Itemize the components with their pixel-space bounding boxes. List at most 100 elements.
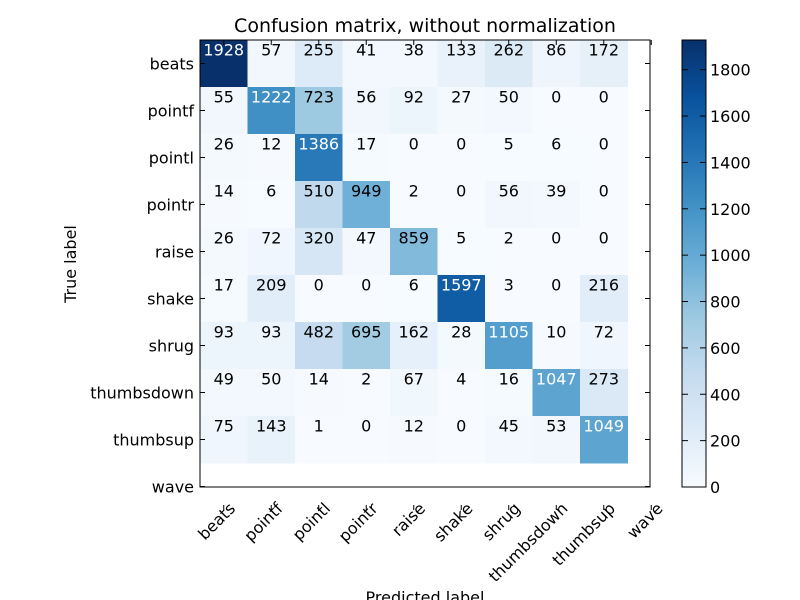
- heatmap-cell: [580, 369, 628, 417]
- cell-value-label: 57: [261, 41, 281, 60]
- cell-value-label: 39: [546, 182, 566, 201]
- cell-value-label: 320: [303, 229, 334, 248]
- y-tick-label: thumbsup: [113, 431, 194, 450]
- cell-value-label: 1047: [536, 370, 577, 389]
- colorbar-tick-label: 0: [710, 478, 720, 497]
- x-tick-label: pointr: [335, 499, 382, 546]
- y-tick-label: raise: [155, 243, 194, 262]
- cell-value-label: 2: [409, 182, 419, 201]
- colorbar-tick-label: 1800: [710, 61, 751, 80]
- cell-value-label: 75: [214, 417, 234, 436]
- cell-value-label: 6: [409, 276, 419, 295]
- heatmap-cell: [532, 416, 581, 464]
- cell-value-label: 1222: [251, 88, 292, 107]
- cell-value-label: 0: [361, 276, 371, 295]
- cell-value-label: 92: [404, 88, 424, 107]
- cell-value-label: 72: [594, 323, 614, 342]
- cell-value-label: 4: [456, 370, 466, 389]
- cell-value-label: 26: [214, 135, 234, 154]
- y-tick-label: thumbsdown: [90, 384, 194, 403]
- heatmap-cell: [247, 40, 296, 88]
- cell-value-label: 50: [499, 88, 519, 107]
- cell-value-label: 0: [599, 229, 609, 248]
- heatmap-cell: [295, 322, 343, 370]
- cell-value-label: 482: [303, 323, 334, 342]
- cell-value-label: 0: [551, 88, 561, 107]
- heatmap-cell: [247, 275, 296, 323]
- heatmap-cell: [580, 322, 628, 370]
- cell-value-label: 0: [551, 229, 561, 248]
- heatmap-cell: [342, 369, 391, 417]
- heatmap-cell: [485, 228, 533, 276]
- heatmap-cell: [485, 87, 533, 135]
- plot-frame: [199, 39, 651, 488]
- cell-value-label: 10: [546, 323, 566, 342]
- heatmap-cell: [342, 181, 391, 229]
- heatmap-cell: [295, 416, 343, 464]
- cell-value-label: 162: [398, 323, 429, 342]
- x-tick-label: wave: [623, 499, 666, 542]
- cell-value-label: 0: [599, 135, 609, 154]
- heatmap-cell: [200, 40, 248, 88]
- heatmap-cell: [485, 416, 533, 464]
- cell-value-label: 273: [588, 370, 619, 389]
- colorbar-tick-label: 600: [710, 339, 741, 358]
- cell-value-label: 1597: [441, 276, 482, 295]
- cell-value-label: 12: [404, 417, 424, 436]
- heatmap-cell: [200, 275, 248, 323]
- x-tick-label: beats: [194, 499, 239, 544]
- heatmap-cell: [390, 87, 438, 135]
- colorbar-tick-label: 200: [710, 432, 741, 451]
- y-tick-label: beats: [150, 55, 194, 74]
- cell-value-label: 17: [356, 135, 376, 154]
- heatmap-cell: [295, 87, 343, 135]
- cell-value-label: 0: [456, 135, 466, 154]
- heatmap-cell: [295, 228, 343, 276]
- heatmap-cell: [437, 228, 486, 276]
- x-axis-label: Predicted label: [366, 588, 485, 600]
- heatmap-cell: [247, 228, 296, 276]
- y-axis-label: True label: [61, 225, 80, 304]
- heatmap-cell: [342, 134, 391, 182]
- heatmap-cell: [390, 322, 438, 370]
- cell-value-label: 72: [261, 229, 281, 248]
- heatmap-cell: [200, 181, 248, 229]
- heatmap-cell: [342, 40, 391, 88]
- heatmap-cell: [485, 40, 533, 88]
- x-tick-label: shrug: [479, 499, 525, 545]
- cell-value-label: 14: [309, 370, 329, 389]
- heatmap-cell: [342, 416, 391, 464]
- heatmap-cell: [437, 322, 486, 370]
- y-tick-label: wave: [152, 478, 194, 497]
- heatmap-cell: [295, 369, 343, 417]
- cell-value-label: 56: [356, 88, 376, 107]
- cell-value-label: 5: [456, 229, 466, 248]
- heatmap-cell: [247, 134, 296, 182]
- cell-value-label: 14: [214, 182, 234, 201]
- heatmap-cell: [437, 416, 486, 464]
- heatmap-cell: [342, 228, 391, 276]
- chart-title: Confusion matrix, without normalization: [234, 15, 616, 37]
- heatmap-cell: [532, 322, 581, 370]
- heatmap-cell: [485, 369, 533, 417]
- cell-value-label: 93: [214, 323, 234, 342]
- heatmap-cell: [532, 87, 581, 135]
- x-tick-label: shake: [430, 499, 477, 546]
- x-tick-label: raise: [388, 499, 429, 540]
- cell-value-label: 53: [546, 417, 566, 436]
- heatmap-cell: [580, 275, 628, 323]
- colorbar-tick-label: 800: [710, 293, 741, 312]
- x-tick-label: pointf: [240, 499, 287, 546]
- cell-value-label: 1386: [298, 135, 339, 154]
- y-tick-label: pointf: [148, 102, 195, 121]
- heatmap-cell: [580, 228, 628, 276]
- heatmap-cell: [437, 369, 486, 417]
- heatmap-cell: [532, 369, 581, 417]
- heatmap-cell: [390, 181, 438, 229]
- cell-value-label: 0: [361, 417, 371, 436]
- cell-value-label: 47: [356, 229, 376, 248]
- cell-value-label: 1: [314, 417, 324, 436]
- cell-value-label: 0: [599, 88, 609, 107]
- colorbar-tick-label: 1600: [710, 107, 751, 126]
- cell-value-label: 172: [588, 41, 619, 60]
